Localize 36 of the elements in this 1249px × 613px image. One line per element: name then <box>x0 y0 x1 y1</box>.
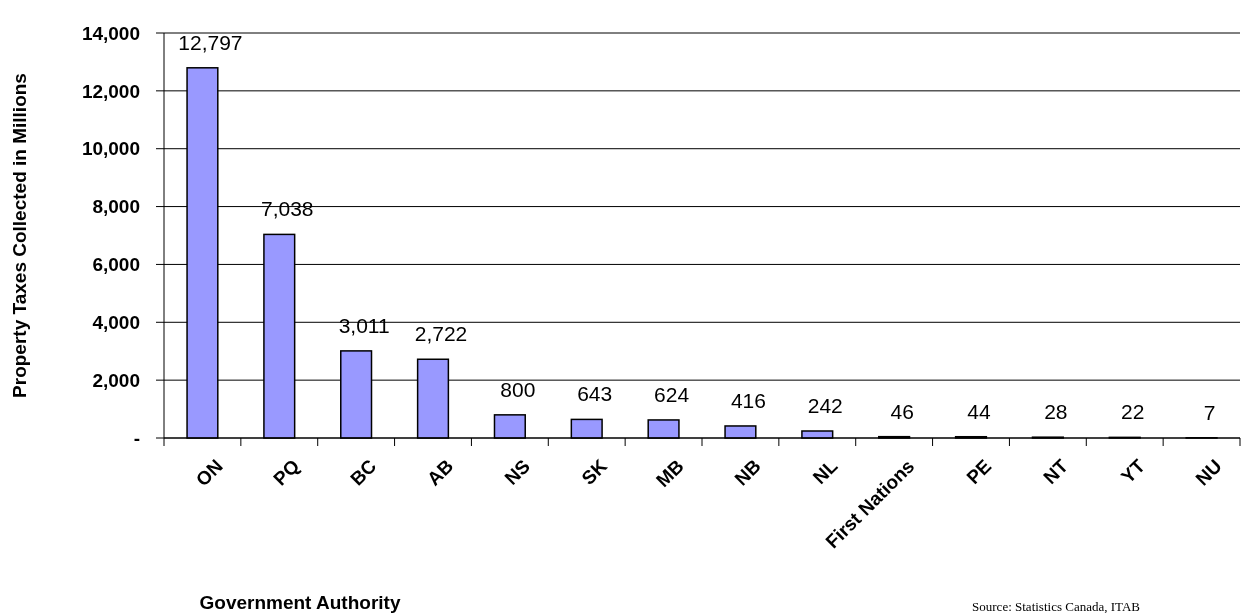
data-label: 44 <box>967 399 991 423</box>
x-tick-label: BC <box>346 455 381 490</box>
x-tick-label: YT <box>1116 455 1150 488</box>
data-label: 2,722 <box>414 322 468 346</box>
data-label: 28 <box>1044 400 1068 424</box>
x-tick-label: ON <box>191 455 227 491</box>
y-tick-label: 10,000 <box>81 138 140 160</box>
x-tick-label: NT <box>1039 455 1073 489</box>
x-tick-label: NL <box>808 455 842 489</box>
x-axis-title: Government Authority <box>199 592 401 613</box>
data-label: 46 <box>890 399 914 423</box>
x-tick-label: NU <box>1191 455 1226 490</box>
y-tick-label: 4,000 <box>92 311 140 333</box>
y-tick-label: 6,000 <box>92 254 140 276</box>
y-tick-label: 2,000 <box>92 369 140 391</box>
data-label: 242 <box>807 394 843 417</box>
y-tick-label: 14,000 <box>81 22 140 44</box>
data-label: 22 <box>1121 400 1145 424</box>
data-label: 12,797 <box>178 30 243 54</box>
x-tick-label: NS <box>500 455 535 489</box>
data-label: 7 <box>1203 400 1216 424</box>
y-tick-label: - <box>133 427 140 449</box>
x-tick-label: MB <box>652 455 688 492</box>
x-tick-label: PQ <box>269 455 304 490</box>
data-label: 416 <box>730 388 766 412</box>
data-label: 643 <box>577 382 613 406</box>
source-note: Source: Statistics Canada, ITAB <box>972 599 1141 613</box>
x-tick-label: AB <box>422 455 458 490</box>
x-tick-label: NB <box>730 455 765 490</box>
y-tick-label: 12,000 <box>81 80 140 102</box>
y-axis-title: Property Taxes Collected in Millions <box>9 73 30 398</box>
data-label: 624 <box>654 382 690 406</box>
x-tick-label: PE <box>962 455 996 489</box>
y-tick-label: 8,000 <box>92 196 140 218</box>
data-label: 800 <box>500 377 536 401</box>
x-tick-label: SK <box>577 455 612 489</box>
